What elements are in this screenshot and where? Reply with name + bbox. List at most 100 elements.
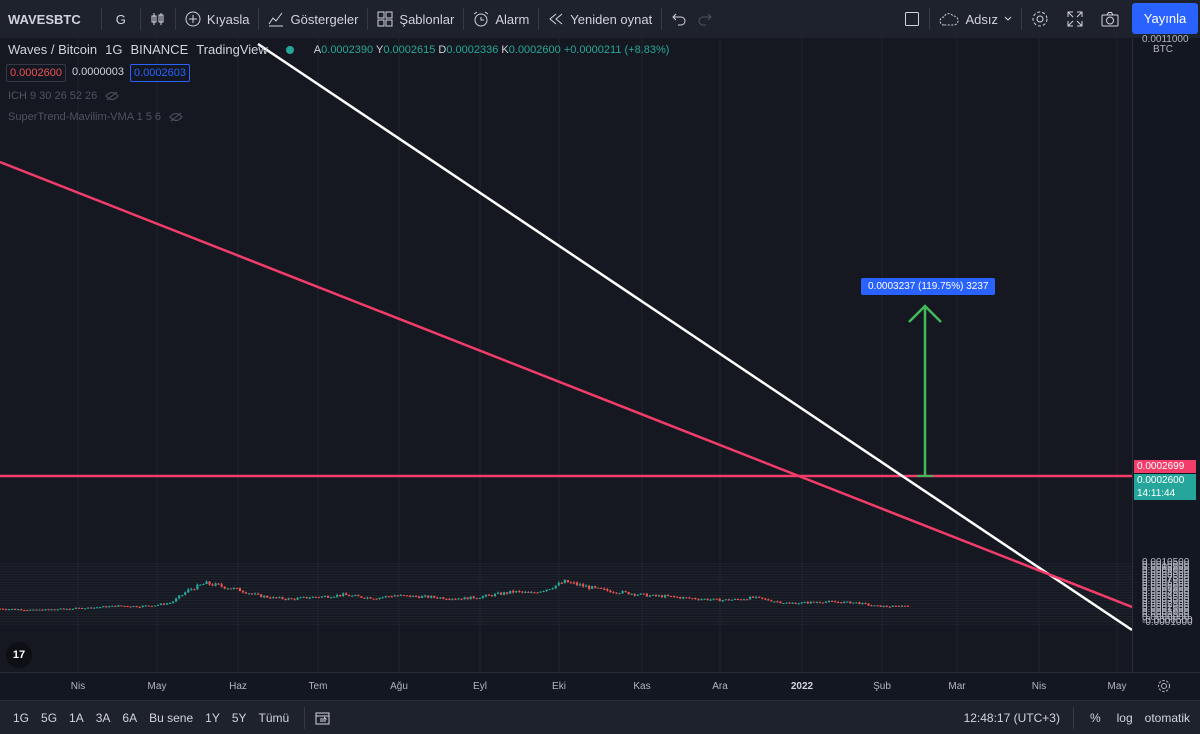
range-button[interactable]: 5G — [41, 710, 58, 725]
clock-timezone[interactable]: 12:48:17 (UTC+3) — [963, 710, 1060, 725]
templates-button[interactable]: Şablonlar — [368, 0, 463, 38]
range-button[interactable]: 6A — [122, 710, 138, 725]
candle-body — [287, 598, 290, 600]
axis-settings-icon[interactable] — [1157, 679, 1171, 693]
indicator-ichimoku[interactable]: ICH 9 30 26 52 26 — [8, 90, 119, 102]
snapshot-button[interactable] — [1092, 0, 1128, 38]
candle-body — [578, 584, 582, 586]
alert-button[interactable]: Alarm — [464, 0, 538, 38]
templates-label: Şablonlar — [399, 11, 455, 27]
candle-body — [739, 599, 743, 601]
legend-title[interactable]: Waves / Bitcoin — [8, 42, 98, 57]
range-button[interactable]: 1Y — [205, 710, 220, 725]
candle-body — [539, 591, 542, 593]
compare-button[interactable]: Kıyasla — [176, 0, 259, 38]
candle-body — [384, 596, 387, 598]
candle-body — [147, 605, 150, 607]
currency-label[interactable]: BTC — [1153, 44, 1173, 55]
publish-button[interactable]: Yayınla — [1132, 3, 1198, 34]
layout-menu[interactable]: Adsız — [930, 0, 1021, 38]
candle-body — [159, 603, 163, 605]
price-axis-tick: 0.0008500 — [1142, 567, 1190, 579]
measure-label[interactable]: 0.0003237 (119.75%) 3237 — [861, 278, 996, 295]
candle-body — [430, 596, 433, 598]
candle-body — [527, 591, 530, 593]
range-button[interactable]: 1G — [13, 710, 30, 725]
candle-body — [214, 583, 217, 586]
chart-pane[interactable]: Waves / Bitcoin 1G BINANCE TradingView A… — [0, 38, 1132, 672]
hidden-eye-icon[interactable] — [169, 112, 183, 122]
divider — [367, 8, 369, 30]
interval-button[interactable]: G — [115, 11, 126, 27]
candle-body — [454, 598, 457, 600]
descending-trendline-white[interactable] — [257, 42, 1132, 632]
candle-body — [387, 596, 390, 598]
candle-body — [673, 596, 676, 598]
candle-body — [281, 597, 284, 599]
candle-body — [329, 597, 333, 599]
descending-trendline-red[interactable] — [0, 160, 1132, 609]
grid-icon — [377, 11, 393, 27]
expand-button[interactable] — [1058, 0, 1092, 38]
price-axis[interactable]: 0.0011000 BTC 0.0010500 0.0010000 0.000950… — [1132, 34, 1200, 672]
time-axis[interactable]: Nis May Haz Tem Ağu Eyl Eki Kas Ara 2022 Şub Mar Nis… — [0, 672, 1200, 701]
candle-body — [460, 598, 463, 600]
candle-body — [86, 607, 90, 609]
fullscreen-toggle-button[interactable] — [895, 0, 929, 38]
indicator-supertrend[interactable]: SuperTrend-Mavilim-VMA 1 5 6 — [8, 111, 183, 123]
candle-body — [566, 580, 569, 583]
candle-body — [694, 598, 697, 600]
candle-body — [888, 606, 891, 608]
candle-body — [241, 591, 245, 593]
range-button[interactable]: 1A — [69, 710, 84, 725]
candle-body — [852, 602, 855, 604]
candle-body — [393, 595, 396, 597]
range-button[interactable]: 3A — [95, 710, 111, 725]
date-range-icon[interactable] — [315, 711, 331, 725]
range-button[interactable]: 5Y — [231, 710, 247, 725]
percent-toggle[interactable]: % — [1089, 710, 1101, 725]
candle-body — [697, 599, 700, 601]
chart-type-button[interactable] — [141, 0, 175, 38]
range-button[interactable]: Tümü — [258, 710, 290, 725]
candle-body — [345, 593, 348, 596]
candle-body — [126, 606, 129, 608]
candle-body — [59, 608, 62, 610]
candle-body — [493, 593, 497, 597]
range-button[interactable]: Bu sene — [149, 710, 194, 725]
candle-body — [876, 605, 879, 607]
bid-price[interactable]: 0.0002600 — [6, 64, 66, 82]
tradingview-logo[interactable]: 17 — [6, 642, 32, 668]
candle-body — [238, 588, 242, 592]
candle-body — [41, 609, 44, 611]
undo-button[interactable] — [662, 0, 692, 38]
settings-button[interactable] — [1022, 0, 1058, 38]
candle-body — [478, 598, 481, 600]
candle-body — [861, 602, 864, 605]
candle-body — [53, 609, 56, 611]
auto-scale-toggle[interactable]: otomatik — [1144, 710, 1190, 725]
candle-body — [846, 601, 849, 603]
redo-button[interactable] — [692, 0, 718, 38]
candle-body — [503, 592, 506, 595]
candle-body — [475, 598, 478, 600]
candle-body — [165, 603, 169, 605]
candle-body — [676, 596, 679, 598]
price-chart[interactable] — [0, 38, 1132, 672]
candle-body — [202, 584, 205, 586]
candle-body — [390, 596, 393, 598]
candle-body — [132, 606, 135, 608]
hidden-eye-icon[interactable] — [105, 91, 119, 101]
candle-body — [196, 584, 199, 590]
candle-body — [266, 595, 269, 598]
ask-price[interactable]: 0.0002603 — [130, 64, 190, 82]
candle-body — [226, 588, 229, 590]
log-toggle[interactable]: log — [1116, 710, 1133, 725]
indicators-button[interactable]: Göstergeler — [259, 0, 367, 38]
candle-body — [858, 602, 861, 605]
candle-body — [700, 599, 703, 601]
candle-body — [484, 594, 487, 597]
candle-body — [211, 584, 214, 586]
symbol-search[interactable]: WAVESBTC — [8, 11, 81, 27]
replay-button[interactable]: Yeniden oynat — [539, 0, 661, 38]
